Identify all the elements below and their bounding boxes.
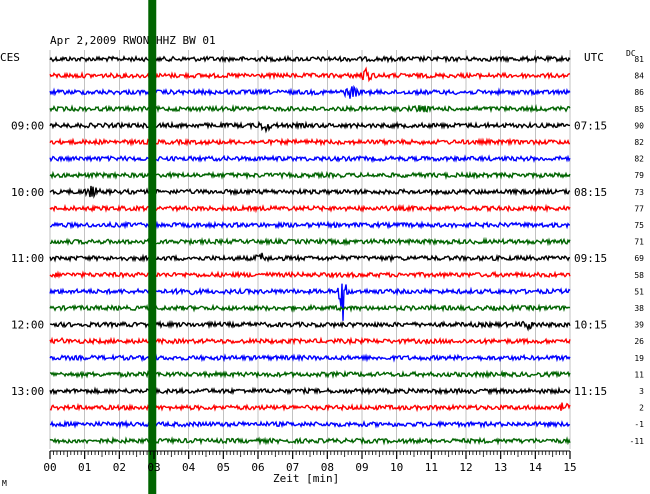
trace-row-18	[49, 353, 571, 363]
dc-offset-label: 75	[634, 221, 644, 230]
trace-row-16	[49, 319, 571, 332]
right-hour-label: 10:15	[574, 319, 607, 332]
right-timezone-label: UTC	[584, 51, 604, 64]
x-tick-label: 11	[425, 461, 438, 474]
x-tick-label: 08	[321, 461, 334, 474]
trace-row-15	[49, 303, 571, 313]
trace-row-3	[49, 103, 571, 114]
x-tick-label: 05	[217, 461, 230, 474]
dc-offset-label: -11	[630, 437, 645, 446]
trace-row-10	[50, 220, 571, 230]
dc-offset-label: 3	[639, 387, 644, 396]
trace-row-7	[49, 170, 571, 181]
left-hour-label: 10:00	[11, 186, 44, 199]
trace-row-11	[49, 236, 571, 247]
dc-offset-label: 79	[634, 171, 644, 180]
x-tick-label: 12	[459, 461, 472, 474]
trace-row-21	[49, 402, 571, 413]
x-tick-label: 10	[390, 461, 403, 474]
x-axis: 00 01 02 03 04 05 06 07 08 09 10 11 12 13 14 15	[43, 450, 577, 474]
marker-layer	[148, 0, 157, 494]
x-tick-label: 02	[113, 461, 126, 474]
time-marker-bar	[148, 0, 157, 494]
chart-title: Apr 2,2009 RWON HHZ BW 01	[50, 34, 216, 47]
dc-offset-label: 81	[634, 55, 644, 64]
trace-row-17	[49, 336, 571, 346]
x-tick-label: 06	[251, 461, 264, 474]
dc-offset-label: 71	[634, 238, 644, 247]
x-tick-label: 00	[43, 461, 56, 474]
dc-offset-label: 51	[634, 287, 644, 296]
dc-offset-label: -1	[634, 420, 644, 429]
right-hour-label: 08:15	[574, 186, 607, 199]
x-tick-label: 13	[494, 461, 507, 474]
trace-group	[49, 54, 571, 446]
left-hour-label: 13:00	[11, 385, 44, 398]
dc-offset-label: 11	[634, 370, 644, 379]
trace-row-12	[49, 252, 571, 264]
x-tick-label: 09	[355, 461, 368, 474]
dc-offset-label: 73	[634, 188, 644, 197]
trace-row-4	[49, 120, 571, 134]
x-tick-label: 03	[147, 461, 160, 474]
trace-row-19	[49, 369, 571, 380]
trace-row-6	[49, 154, 571, 164]
trace-row-22	[49, 419, 571, 429]
dc-offset-label: 69	[634, 254, 644, 263]
left-hour-label: 12:00	[11, 319, 44, 332]
trace-row-14	[49, 283, 571, 321]
dc-offset-label: 19	[634, 354, 644, 363]
left-timezone-label: CES	[0, 51, 20, 64]
footer-mark: M	[2, 479, 7, 488]
dc-column-header: DC	[626, 49, 636, 58]
trace-row-20	[49, 386, 571, 396]
right-hour-label: 07:15	[574, 119, 607, 132]
dc-offset-label: 84	[634, 72, 644, 81]
dc-offset-label: 82	[634, 138, 644, 147]
dc-offset-label: 85	[634, 105, 644, 114]
trace-row-8	[49, 185, 571, 199]
x-tick-label: 01	[78, 461, 91, 474]
right-hour-label: 09:15	[574, 252, 607, 265]
x-tick-label: 07	[286, 461, 299, 474]
trace-row-5	[49, 137, 571, 147]
x-tick-label: 15	[563, 461, 576, 474]
trace-row-23	[49, 436, 571, 446]
trace-row-13	[49, 270, 571, 280]
trace-row-2	[49, 84, 571, 99]
dc-offset-label: 39	[634, 321, 644, 330]
trace-row-0	[49, 54, 571, 64]
left-hour-label: 11:00	[11, 252, 44, 265]
dc-offset-label: 77	[634, 204, 644, 213]
x-tick-label: 04	[182, 461, 196, 474]
trace-row-9	[49, 203, 571, 214]
dc-offset-label: 38	[634, 304, 644, 313]
dc-offset-label: 58	[634, 271, 644, 280]
dc-offset-label: 90	[634, 121, 644, 130]
dc-offset-label: 82	[634, 155, 644, 164]
left-hour-label: 09:00	[11, 119, 44, 132]
minute-gridlines	[49, 50, 571, 449]
row-labels: 09:00 10:00 11:00 12:00 13:00 07:15 08:15 09:15…	[11, 55, 644, 446]
dc-offset-label: 26	[634, 337, 644, 346]
x-tick-label: 14	[529, 461, 543, 474]
x-axis-label: Zeit [min]	[273, 472, 339, 485]
trace-row-1	[49, 66, 571, 83]
right-hour-label: 11:15	[574, 385, 607, 398]
dc-offset-label: 86	[634, 88, 644, 97]
dc-offset-label: 2	[639, 404, 644, 413]
